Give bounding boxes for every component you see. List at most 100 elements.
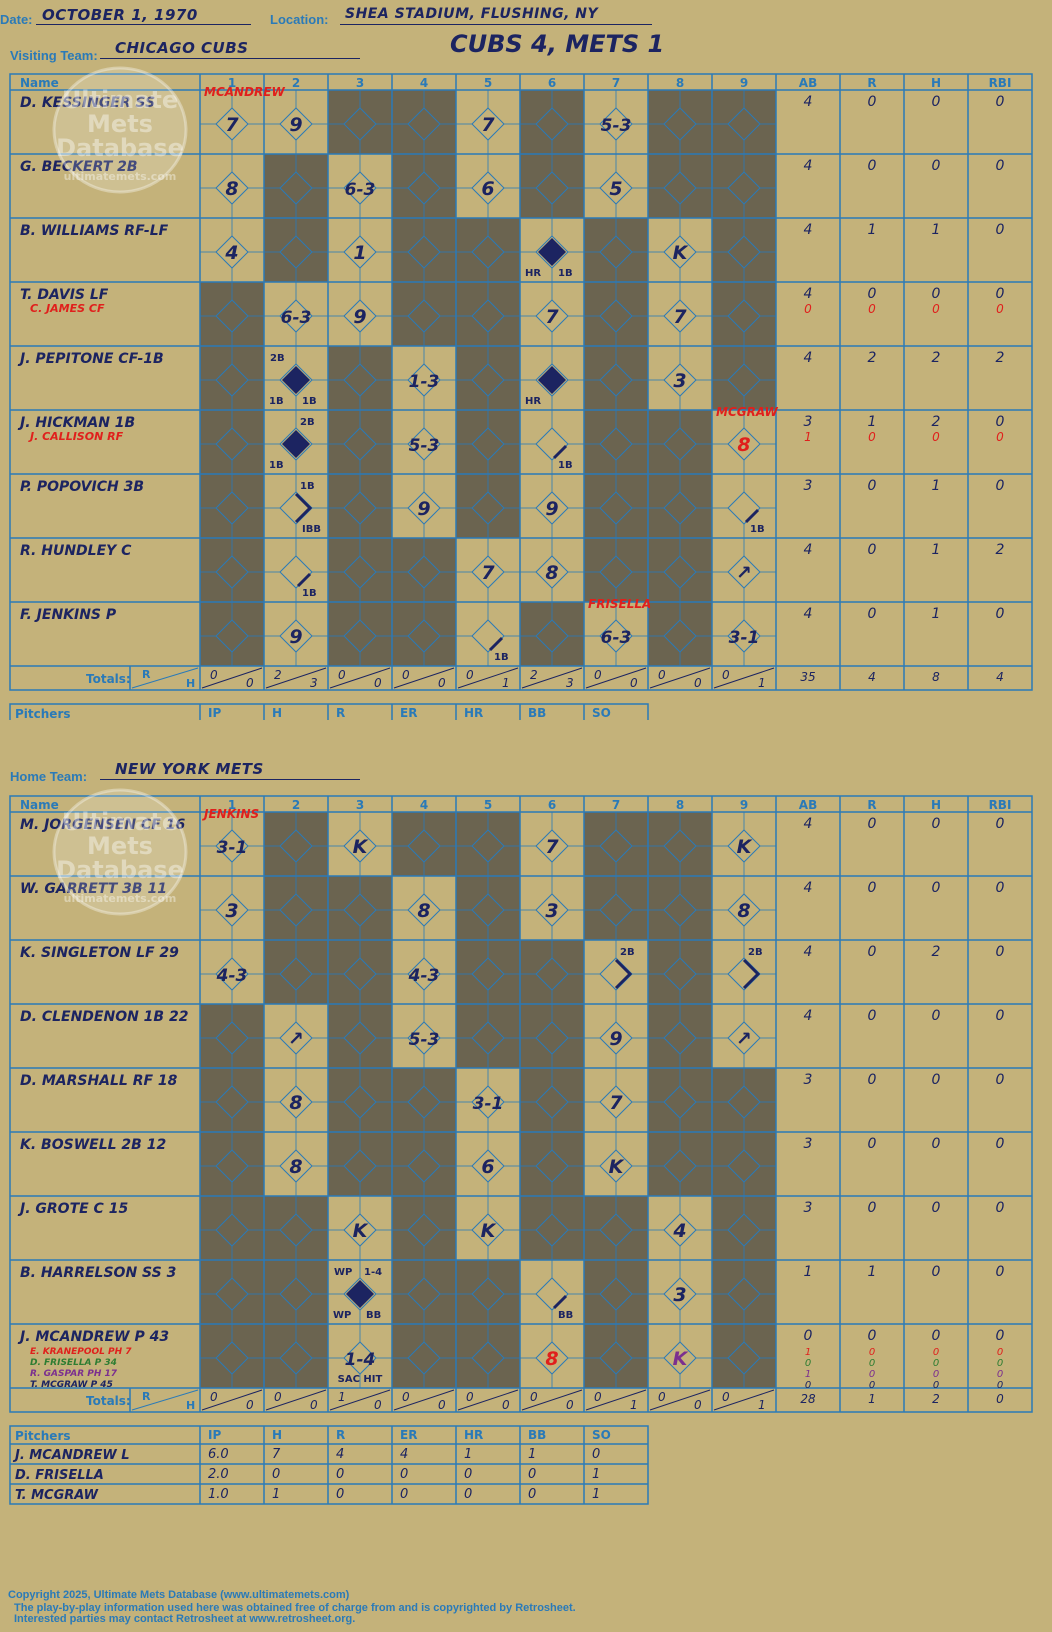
hit-path	[488, 636, 504, 652]
batter-stat: 0	[932, 1136, 941, 1152]
run-scored-diamond	[282, 366, 310, 394]
play-result: ↗	[288, 1028, 304, 1050]
inning-hits: 0	[246, 676, 254, 690]
play-result: 7	[481, 562, 495, 584]
play-result: 5-3	[409, 1030, 440, 1050]
team-total-stat: 35	[800, 670, 815, 684]
pitching-stat-header: ER	[400, 1428, 417, 1442]
inning-header: 9	[740, 798, 748, 812]
hit-path	[744, 508, 760, 524]
substitute-stat: 0	[869, 1369, 875, 1380]
inning-header: 6	[548, 798, 556, 812]
play-result: 9	[417, 498, 430, 520]
inning-runs: 0	[594, 1390, 602, 1404]
play-result: 6	[481, 178, 494, 200]
substitute-stat: 0	[997, 1369, 1003, 1380]
play-result: 1	[353, 242, 366, 264]
pitcher-stat: 0	[464, 1467, 472, 1482]
batter-stat: 0	[868, 1008, 877, 1024]
inning-hits: 0	[438, 676, 446, 690]
substitute-stat: 0	[997, 1380, 1003, 1391]
batter-stat: 2	[868, 350, 877, 366]
hit-path	[552, 1294, 568, 1310]
watermark-text: Ultimate	[62, 86, 178, 114]
visiting-team-name: CHICAGO CUBS	[115, 39, 249, 57]
pitching-stat-header: HR	[464, 1428, 483, 1442]
totals-r-label: R	[142, 668, 151, 681]
pitcher-stat: 0	[528, 1487, 536, 1502]
play-note: 1B	[558, 460, 573, 471]
play-result: 7	[481, 114, 495, 136]
pitching-stat-header: R	[336, 706, 345, 720]
batter-stat: 2	[932, 944, 941, 960]
inning-header: 9	[740, 76, 748, 90]
batter-stat: 1	[804, 1264, 813, 1280]
totals-divider	[393, 1389, 455, 1411]
play-result: 3	[545, 900, 558, 922]
inning-runs: 0	[402, 668, 410, 682]
run-scored-diamond	[282, 430, 310, 458]
substitute-stat: 0	[933, 1380, 939, 1391]
pitcher-name: J. MCANDREW L	[12, 1448, 130, 1463]
batter-stat: 3	[804, 1200, 813, 1216]
batter-stat: 3	[804, 414, 813, 430]
play-note: 1B	[558, 268, 573, 279]
inning-runs: 0	[722, 1390, 730, 1404]
inning-header: 1	[228, 76, 236, 90]
inning-hits: 0	[630, 676, 638, 690]
play-result: 9	[545, 498, 558, 520]
inning-hits: 0	[694, 1398, 702, 1412]
play-result: 1-3	[409, 372, 440, 392]
inning-header: 3	[356, 798, 364, 812]
footer-contact: Interested parties may contact Retroshee…	[14, 1613, 356, 1625]
substitute-stat: 0	[933, 1358, 939, 1369]
pitcher-stat: 0	[336, 1487, 344, 1502]
base-diamond	[727, 957, 761, 991]
team-total-stat: 0	[996, 1392, 1004, 1406]
play-result: K	[481, 1220, 497, 1242]
inning-header: 8	[676, 76, 684, 90]
totals-divider	[265, 1389, 327, 1411]
substitute-name: R. GASPAR PH 17	[30, 1369, 118, 1379]
name-header: Name	[20, 798, 59, 812]
inning-hits: 1	[758, 1398, 766, 1412]
inning-runs: 0	[530, 1390, 538, 1404]
watermark-seal	[52, 66, 188, 194]
batter-stat: 1	[868, 222, 877, 238]
substitute-name: D. FRISELLA P 34	[30, 1358, 117, 1368]
totals-divider	[713, 1389, 775, 1411]
substitute-stat: 0	[932, 302, 940, 316]
inning-header: 4	[420, 76, 428, 90]
batter-stat: 0	[868, 880, 877, 896]
inning-hits: 0	[694, 676, 702, 690]
substitute-stat: 0	[805, 1358, 811, 1369]
substitute-name: T. MCGRAW P 45	[30, 1380, 113, 1390]
hit-path	[294, 492, 313, 524]
play-note: IBB	[302, 524, 321, 535]
play-note: 2B	[270, 353, 285, 364]
batter-stat: 1	[932, 606, 941, 622]
player-name: D. CLENDENON 1B 22	[20, 1009, 188, 1025]
play-note: SAC HIT	[338, 1374, 383, 1385]
play-note: 1B	[300, 481, 315, 492]
play-result: 4-3	[408, 966, 440, 986]
batter-stat: 0	[932, 816, 941, 832]
location-label: Location:	[270, 12, 329, 27]
batter-stat: 0	[996, 1328, 1005, 1344]
pitcher-stat: 0	[400, 1467, 408, 1482]
play-result: 5	[609, 178, 622, 200]
batter-stat: 0	[996, 816, 1005, 832]
batter-stat: 0	[996, 222, 1005, 238]
batter-stat: 4	[804, 286, 813, 302]
totals-divider	[201, 667, 263, 689]
play-result: ↗	[736, 562, 752, 584]
inning-runs: 0	[210, 668, 218, 682]
inning-header: 5	[484, 76, 492, 90]
inning-runs: 0	[210, 1390, 218, 1404]
substitute-stat: 1	[805, 1369, 811, 1380]
pitching-stat-header: H	[272, 706, 282, 720]
stat-header: H	[931, 798, 941, 812]
watermark-text: ultimatemets.com	[64, 892, 177, 905]
play-note: WP	[334, 1267, 352, 1278]
